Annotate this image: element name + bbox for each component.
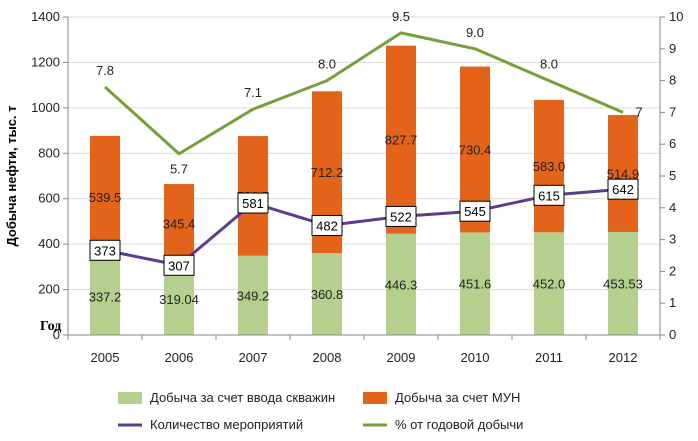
- events-value-label: 545: [464, 204, 486, 219]
- x-tick-label: 2009: [387, 350, 416, 365]
- bar-mun: [386, 45, 416, 234]
- right-tick-label: 2: [669, 263, 676, 278]
- mun-value-label: 514.9: [607, 167, 640, 182]
- wells-value-label: 451.6: [459, 277, 492, 292]
- legend-label: % от годовой добычи: [395, 417, 523, 432]
- percent-value-label: 5.7: [170, 162, 188, 177]
- events-value-label: 522: [390, 209, 412, 224]
- right-tick-label: 9: [669, 41, 676, 56]
- left-tick-label: 800: [38, 145, 60, 160]
- right-tick-label: 3: [669, 232, 676, 247]
- wells-value-label: 349.2: [237, 288, 270, 303]
- mun-value-label: 730.4: [459, 142, 492, 157]
- wells-value-label: 319.04: [159, 292, 199, 307]
- data-labels: 337.2539.5319.04345.4349.2526.5360.8712.…: [89, 9, 643, 307]
- bar-mun: [534, 99, 564, 233]
- events-label-box: [607, 178, 639, 200]
- mun-value-label: 712.2: [311, 165, 344, 180]
- left-tick-label: 1000: [31, 100, 60, 115]
- events-value-label: 615: [538, 188, 560, 203]
- percent-value-label: 9.5: [392, 9, 410, 24]
- left-tick-label: 600: [38, 191, 60, 206]
- bar-mun: [608, 115, 638, 232]
- x-tick-label: 2007: [239, 350, 268, 365]
- y-axis-title: Добыча нефти, тыс. т: [4, 105, 19, 246]
- right-tick-label: 6: [669, 136, 676, 151]
- x-tick-label: 2010: [461, 350, 490, 365]
- right-tick-label: 1: [669, 295, 676, 310]
- left-tick-label: 400: [38, 236, 60, 251]
- left-tick-label: 0: [53, 327, 60, 342]
- x-axis-title: Год: [40, 319, 61, 334]
- legend-label: Количество мероприятий: [150, 417, 303, 432]
- bar-wells: [460, 232, 490, 335]
- events-value-label: 642: [612, 182, 634, 197]
- legend-swatch: [118, 392, 142, 404]
- right-tick-label: 4: [669, 200, 676, 215]
- x-tick-label: 2008: [313, 350, 342, 365]
- left-tick-label: 1200: [31, 54, 60, 69]
- percent-value-label: 7: [635, 104, 642, 119]
- x-tick-label: 2006: [165, 350, 194, 365]
- x-tick-label: 2011: [535, 350, 563, 365]
- legend-swatch: [363, 392, 387, 404]
- events-label-box: [533, 184, 565, 206]
- events-value-label: 373: [94, 243, 116, 258]
- percent-value-label: 8.0: [540, 57, 558, 72]
- events-label-box: [237, 192, 269, 214]
- events-value-label: 581: [242, 196, 264, 211]
- bar-wells: [608, 231, 638, 335]
- wells-value-label: 452.0: [533, 277, 566, 292]
- events-label-box: [89, 239, 121, 261]
- events-label-box: [385, 205, 417, 227]
- events-value-label: 482: [316, 219, 338, 234]
- events-value-label: 307: [168, 258, 190, 273]
- events-label-box: [311, 215, 343, 237]
- right-tick-label: 0: [669, 327, 676, 342]
- mun-value-label: 539.5: [89, 190, 122, 205]
- wells-value-label: 360.8: [311, 287, 344, 302]
- bar-wells: [238, 255, 268, 335]
- bar-mun: [164, 184, 194, 263]
- percent-value-label: 8.0: [318, 57, 336, 72]
- left-tick-label: 200: [38, 282, 60, 297]
- bar-wells: [386, 233, 416, 335]
- bar-wells: [534, 232, 564, 335]
- legend-label: Добыча за счет МУН: [395, 390, 520, 405]
- legend: Добыча за счет ввода скважин Добыча за сч…: [118, 390, 523, 432]
- bar-wells: [312, 253, 342, 335]
- axes: 0 200 400 600 800 1000 1200 1400 0 1 2 3 4 5 6 7 8 9 10 200…: [4, 9, 683, 365]
- x-tick-label: 2005: [91, 350, 120, 365]
- percent-value-label: 7.8: [96, 63, 114, 78]
- mun-value-label: 827.7: [385, 133, 418, 148]
- events-label-box: [163, 254, 195, 276]
- wells-value-label: 453.53: [603, 276, 643, 291]
- bar-wells: [90, 258, 120, 335]
- percent-value-label: 7.1: [244, 85, 262, 100]
- wells-value-label: 337.2: [89, 290, 122, 305]
- wells-value-label: 446.3: [385, 277, 418, 292]
- legend-label: Добыча за счет ввода скважин: [150, 390, 335, 405]
- percent-value-label: 9.0: [466, 25, 484, 40]
- right-tick-label: 7: [669, 104, 676, 119]
- mun-value-label: 583.0: [533, 159, 566, 174]
- right-tick-label: 10: [669, 9, 683, 24]
- left-tick-label: 1400: [31, 9, 60, 24]
- events-label-box: [459, 200, 491, 222]
- percent-line: [103, 31, 624, 156]
- bar-mun: [90, 135, 120, 259]
- right-tick-label: 5: [669, 168, 676, 183]
- mun-value-label: 345.4: [163, 216, 196, 231]
- right-tick-label: 8: [669, 73, 676, 88]
- x-tick-label: 2012: [609, 350, 638, 365]
